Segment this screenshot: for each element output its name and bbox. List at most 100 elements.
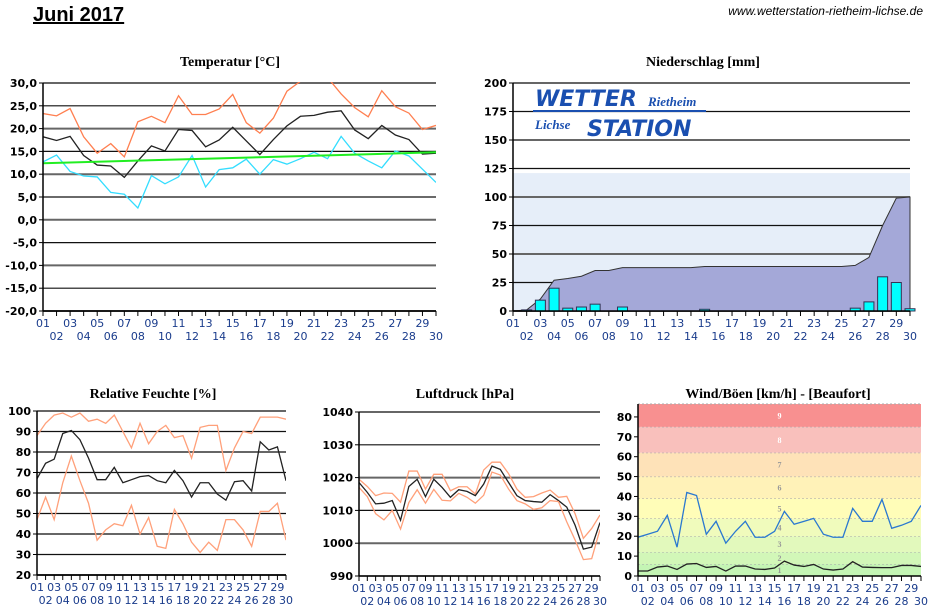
- y-tick-label: 40: [617, 490, 633, 503]
- series-mean: [37, 429, 286, 502]
- series-trend: [43, 151, 436, 165]
- beaufort-band: [638, 404, 921, 427]
- x-tick-label: 06: [574, 330, 588, 343]
- x-tick-label: 17: [787, 582, 801, 595]
- chart-2: Relative Feuchte [%]10090807060504030200…: [8, 387, 293, 607]
- y-tick-label: 5,0: [18, 191, 38, 204]
- x-tick-label: 19: [502, 582, 516, 595]
- y-tick-label: 15,0: [10, 145, 37, 158]
- x-tick-label: 28: [576, 595, 590, 608]
- x-tick-label: 11: [729, 582, 743, 595]
- x-tick-label: 29: [415, 317, 429, 330]
- beaufort-band: [638, 564, 921, 576]
- y-tick-label: 200: [484, 77, 507, 90]
- y-tick-label: 20: [617, 530, 633, 543]
- y-tick-label: 60: [16, 487, 32, 500]
- x-tick-label: 23: [807, 317, 821, 330]
- website-url[interactable]: www.wetterstation-rietheim-lichse.de: [728, 4, 923, 18]
- x-tick-label: 21: [826, 582, 840, 595]
- beaufort-band: [638, 476, 921, 499]
- x-tick-label: 29: [904, 582, 918, 595]
- x-tick-label: 22: [836, 595, 850, 608]
- chart-1: Niederschlag [mm]20017515012510075502500…: [484, 55, 917, 343]
- x-tick-label: 21: [307, 317, 321, 330]
- x-tick-label: 30: [429, 330, 443, 343]
- x-tick-label: 27: [388, 317, 402, 330]
- x-tick-label: 29: [585, 582, 599, 595]
- series-wind: [638, 560, 921, 572]
- x-tick-label: 16: [239, 330, 253, 343]
- x-tick-label: 05: [670, 582, 684, 595]
- x-tick-label: 25: [551, 582, 565, 595]
- y-tick-label: 100: [8, 405, 31, 418]
- logo-wetter: WETTER: [535, 87, 637, 112]
- x-tick-label: 25: [361, 317, 375, 330]
- series-min: [37, 454, 286, 554]
- y-tick-label: 1040: [322, 406, 353, 419]
- x-tick-label: 14: [212, 330, 226, 343]
- x-tick-label: 13: [670, 317, 684, 330]
- chart-0: Temperatur [°C] 30,0 25,0 20,0 15,0 10,0 5,0 0,…: [5, 55, 443, 343]
- x-tick-label: 15: [768, 582, 782, 595]
- series-max: [359, 461, 600, 540]
- x-tick-label: 30: [279, 594, 293, 607]
- x-tick-label: 20: [193, 594, 207, 607]
- x-tick-label: 27: [862, 317, 876, 330]
- x-tick-label: 17: [253, 317, 267, 330]
- x-tick-label: 14: [758, 595, 772, 608]
- x-tick-label: 11: [172, 317, 186, 330]
- beaufort-label: 2: [778, 554, 782, 563]
- x-tick-label: 11: [643, 317, 657, 330]
- y-tick-label: 0: [499, 305, 507, 318]
- beaufort-label: 4: [778, 523, 782, 532]
- precip-bar: [890, 282, 902, 312]
- x-tick-label: 18: [739, 330, 753, 343]
- x-tick-label: 20: [293, 330, 307, 343]
- x-tick-label: 07: [402, 582, 416, 595]
- beaufort-label: 1: [778, 566, 782, 575]
- y-tick-label: 10,0: [10, 168, 37, 181]
- x-tick-label: 11: [116, 581, 130, 594]
- x-tick-label: 12: [657, 330, 671, 343]
- series-max: [43, 82, 436, 159]
- x-tick-label: 17: [725, 317, 739, 330]
- x-tick-label: 09: [144, 317, 158, 330]
- y-tick-label: 90: [16, 426, 32, 439]
- beaufort-band: [638, 536, 921, 553]
- x-tick-label: 28: [402, 330, 416, 343]
- x-tick-label: 05: [64, 581, 78, 594]
- x-tick-label: 07: [588, 317, 602, 330]
- x-tick-label: 03: [651, 582, 665, 595]
- x-tick-label: 07: [82, 581, 96, 594]
- x-tick-label: 10: [107, 594, 121, 607]
- y-tick-label: 125: [484, 163, 507, 176]
- x-tick-label: 20: [816, 595, 830, 608]
- beaufort-label: 7: [778, 461, 782, 470]
- x-tick-label: 23: [535, 582, 549, 595]
- x-tick-label: 10: [427, 595, 441, 608]
- x-tick-label: 06: [680, 595, 694, 608]
- logo-lichse: Lichse: [534, 117, 571, 132]
- y-tick-label: 20,0: [10, 123, 37, 136]
- x-tick-label: 30: [914, 595, 928, 608]
- y-tick-label: 0: [624, 570, 632, 583]
- x-tick-label: 08: [699, 595, 713, 608]
- y-tick-label: 60: [617, 451, 633, 464]
- x-tick-label: 06: [73, 594, 87, 607]
- y-tick-label: 1010: [322, 504, 353, 517]
- x-tick-label: 24: [855, 595, 869, 608]
- x-tick-label: 12: [124, 594, 138, 607]
- x-tick-label: 09: [616, 317, 630, 330]
- x-tick-label: 04: [547, 330, 561, 343]
- y-tick-label: 70: [617, 431, 633, 444]
- x-tick-label: 26: [245, 594, 259, 607]
- precip-bar: [863, 301, 875, 312]
- x-tick-label: 12: [443, 595, 457, 608]
- x-tick-label: 14: [460, 595, 474, 608]
- x-tick-label: 23: [846, 582, 860, 595]
- x-tick-label: 03: [47, 581, 61, 594]
- chart-title: Niederschlag [mm]: [646, 55, 760, 70]
- x-tick-label: 15: [698, 317, 712, 330]
- x-tick-label: 22: [210, 594, 224, 607]
- y-tick-label: 50: [16, 508, 32, 521]
